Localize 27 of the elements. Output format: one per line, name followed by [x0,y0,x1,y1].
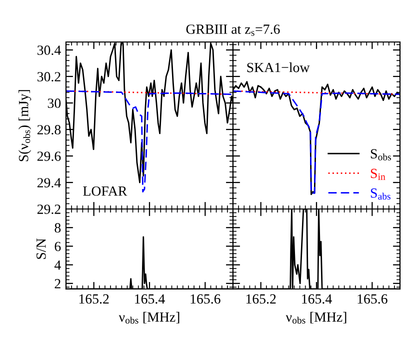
chart-title: GRBIII at z$_{s}$=7.6 [186,24,280,36]
legend-label: S$_{in}$ [370,168,386,180]
legend-label: S$_{obs}$ [370,149,391,160]
y-tick-label: 29.6 [37,152,61,161]
x-tick-label: 165.6 [190,294,220,304]
x-tick-label: 165.4 [135,294,165,304]
x-tick-label: 165.6 [358,294,388,304]
y-axis-title: S/N [36,238,46,259]
y-tick-label: 29.2 [37,204,60,214]
y-tick-label: 2 [54,279,60,288]
x-axis-title: ν$_{obs}$ [MHz] [286,312,346,324]
y-tick-label: 29.4 [37,178,61,188]
legend-label: S$_{abs}$ [370,188,390,200]
y-tick-label: 8 [54,223,61,233]
y-tick-label: 30.2 [37,72,60,82]
y-tick-label: 29.8 [37,125,61,134]
x-tick-label: 165.2 [246,294,276,304]
y-tick-label: 30.4 [37,46,61,55]
y-tick-label: 30 [48,98,61,108]
y-tick-label: 6 [54,242,61,252]
y-axis-title: S(ν$_{obs}$) [mJy] [18,90,32,162]
x-axis-title: ν$_{obs}$ [MHz] [118,312,180,324]
annotation: SKA1−low [247,62,310,72]
x-tick-label: 165.2 [79,294,109,304]
annotation: LOFAR [83,186,128,196]
x-tick-label: 165.4 [302,294,332,304]
y-tick-label: 4 [54,260,61,270]
